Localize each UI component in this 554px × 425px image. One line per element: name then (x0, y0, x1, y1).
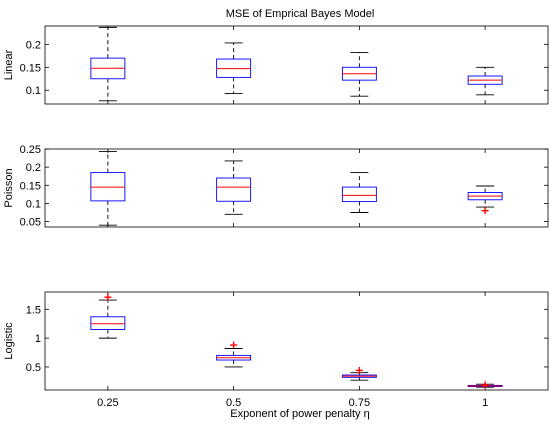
box-1 (467, 381, 503, 389)
y-tick-label: 0.25 (20, 144, 41, 156)
y-tick-label: 0.1 (26, 198, 41, 210)
subplot-3: 0.5 1 1.5 Logistic 0.25 0.5 0.75 1 (3, 291, 549, 409)
figure-title: MSE of Emprical Bayes Model (226, 8, 375, 20)
box-0.25 (90, 293, 126, 339)
y-tick-label: 1.5 (26, 304, 41, 316)
box-0.75 (341, 366, 377, 381)
box-0.75 (341, 172, 377, 213)
y-tick-label: 0.15 (20, 180, 41, 192)
axes-frame (44, 291, 549, 391)
axes-frame (44, 148, 549, 228)
subplot-panels: 0.1 0.15 0.2 Linear 0.05 0.1 0.15 0.2 0.25 Poisso… (3, 25, 549, 409)
outlier-marker (230, 341, 238, 349)
subplot-2: 0.05 0.1 0.15 0.2 0.25 Poisson (3, 144, 549, 229)
x-axis-label: Exponent of power penalty η (230, 408, 369, 420)
axes-frame (44, 25, 549, 105)
y-tick-label: 0.5 (26, 362, 41, 374)
box-0.5 (216, 42, 252, 94)
box-1 (467, 185, 503, 215)
x-tick-label: 1 (482, 397, 488, 409)
outlier-marker (104, 293, 112, 301)
box-0.5 (216, 341, 252, 368)
box-0.25 (90, 151, 126, 226)
box-1 (467, 66, 503, 96)
box-0.25 (90, 26, 126, 102)
box-iqr (341, 186, 377, 203)
y-tick-label: 0.2 (26, 39, 41, 51)
y-tick-label: 0.05 (20, 217, 41, 229)
outlier-marker (481, 381, 489, 389)
y-axis-label: Poisson (3, 168, 15, 207)
subplot-1: 0.1 0.15 0.2 Linear (3, 25, 549, 105)
box-iqr (90, 316, 126, 330)
y-tick-label: 1 (35, 333, 41, 345)
y-tick-label: 0.15 (20, 62, 41, 74)
box-0.5 (216, 160, 252, 215)
outlier-marker (355, 366, 363, 374)
x-tick-label: 0.25 (97, 397, 118, 409)
y-tick-label: 0.1 (26, 85, 41, 97)
y-tick-label: 0.2 (26, 162, 41, 174)
box-0.75 (341, 52, 377, 97)
y-axis-label: Logistic (3, 322, 15, 360)
y-axis-label: Linear (3, 49, 15, 80)
box-iqr (216, 177, 252, 202)
outlier-marker (481, 207, 489, 215)
x-tick-label: 0.5 (226, 397, 241, 409)
x-tick-label: 0.75 (349, 397, 370, 409)
